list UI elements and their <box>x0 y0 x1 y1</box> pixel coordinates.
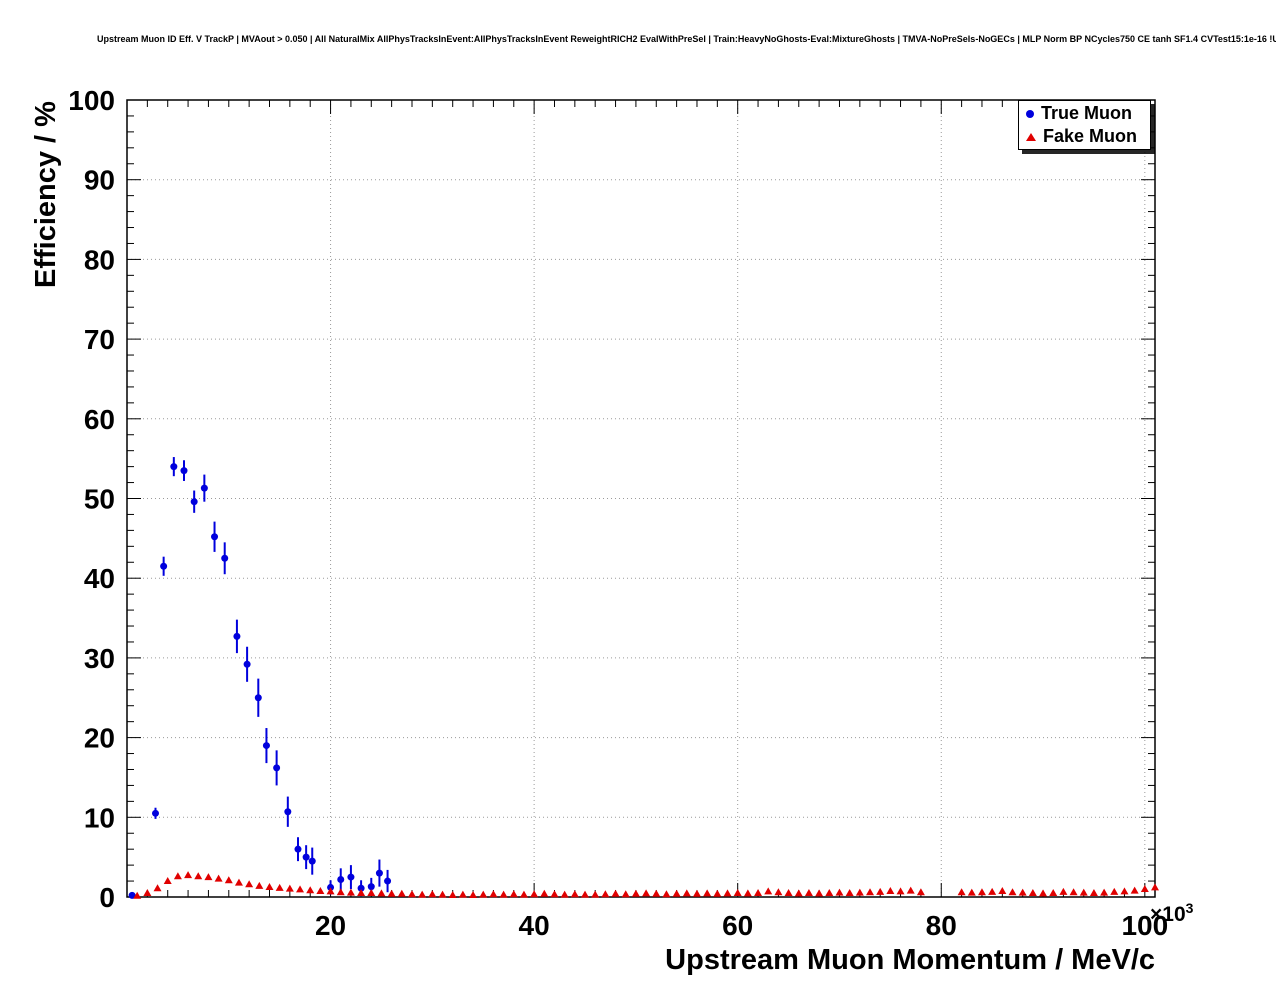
x-axis-scale-base: ×10 <box>1150 903 1186 926</box>
legend: True Muon Fake Muon <box>1018 100 1151 150</box>
svg-text:30: 30 <box>84 643 115 674</box>
legend-entry-true-muon: True Muon <box>1019 102 1150 125</box>
svg-text:80: 80 <box>84 244 115 275</box>
true-muon-marker-icon <box>1026 109 1034 118</box>
legend-label-true-muon: True Muon <box>1041 103 1132 123</box>
svg-text:20: 20 <box>84 723 115 754</box>
plot-title: Upstream Muon ID Eff. V TrackP | MVAout … <box>97 34 1276 44</box>
svg-text:50: 50 <box>84 484 115 515</box>
svg-text:70: 70 <box>84 324 115 355</box>
svg-text:90: 90 <box>84 165 115 196</box>
svg-text:100: 100 <box>1121 910 1168 941</box>
svg-text:80: 80 <box>926 910 957 941</box>
legend-entry-fake-muon: Fake Muon <box>1019 125 1150 148</box>
legend-label-fake-muon: Fake Muon <box>1043 126 1138 146</box>
svg-text:60: 60 <box>84 404 115 435</box>
svg-text:40: 40 <box>84 563 115 594</box>
svg-text:60: 60 <box>722 910 753 941</box>
svg-text:0: 0 <box>99 882 115 913</box>
svg-text:40: 40 <box>519 910 550 941</box>
x-axis-title: Upstream Muon Momentum / MeV/c <box>665 944 1155 976</box>
x-axis-scale-exponent: 3 <box>1185 900 1194 916</box>
x-axis-scale: ×103 <box>1150 900 1193 927</box>
svg-text:20: 20 <box>315 910 346 941</box>
svg-text:10: 10 <box>84 802 115 833</box>
fake-muon-marker-icon <box>1026 132 1036 141</box>
y-axis-title: Efficiency / % <box>30 101 62 288</box>
svg-text:100: 100 <box>68 85 115 116</box>
